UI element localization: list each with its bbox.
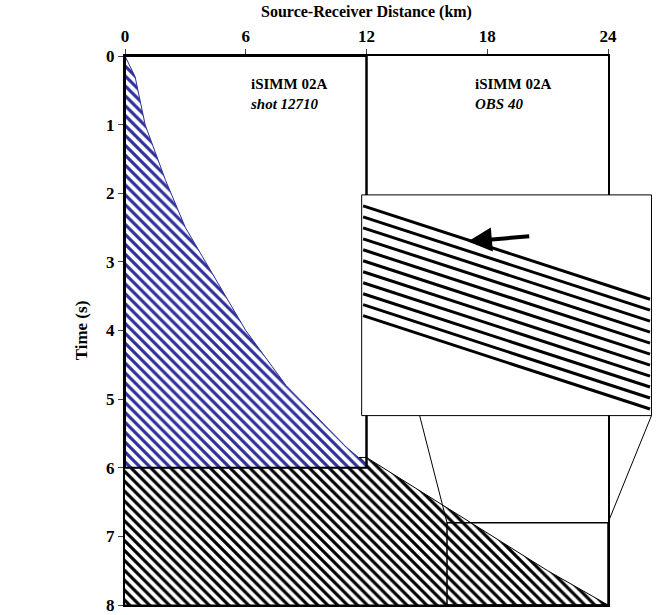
svg-text:6: 6 [242, 27, 251, 46]
svg-text:5: 5 [106, 390, 115, 409]
svg-text:2: 2 [106, 184, 115, 203]
svg-text:3: 3 [106, 253, 115, 272]
svg-text:iSIMM 02AOBS 40: iSIMM 02AOBS 40 [475, 76, 551, 112]
svg-text:18: 18 [479, 27, 496, 46]
svg-text:12: 12 [358, 27, 375, 46]
svg-text:24: 24 [600, 27, 618, 46]
svg-text:Source-Receiver Distance (km): Source-Receiver Distance (km) [261, 3, 472, 21]
svg-text:7: 7 [106, 527, 115, 546]
svg-text:iSIMM 02Ashot 12710: iSIMM 02Ashot 12710 [250, 76, 327, 112]
svg-text:0: 0 [121, 27, 130, 46]
svg-text:8: 8 [106, 596, 115, 615]
svg-text:0: 0 [106, 47, 115, 66]
svg-text:1: 1 [106, 116, 115, 135]
svg-text:4: 4 [106, 321, 115, 340]
svg-text:Time (s): Time (s) [72, 301, 91, 361]
svg-text:6: 6 [106, 459, 115, 478]
